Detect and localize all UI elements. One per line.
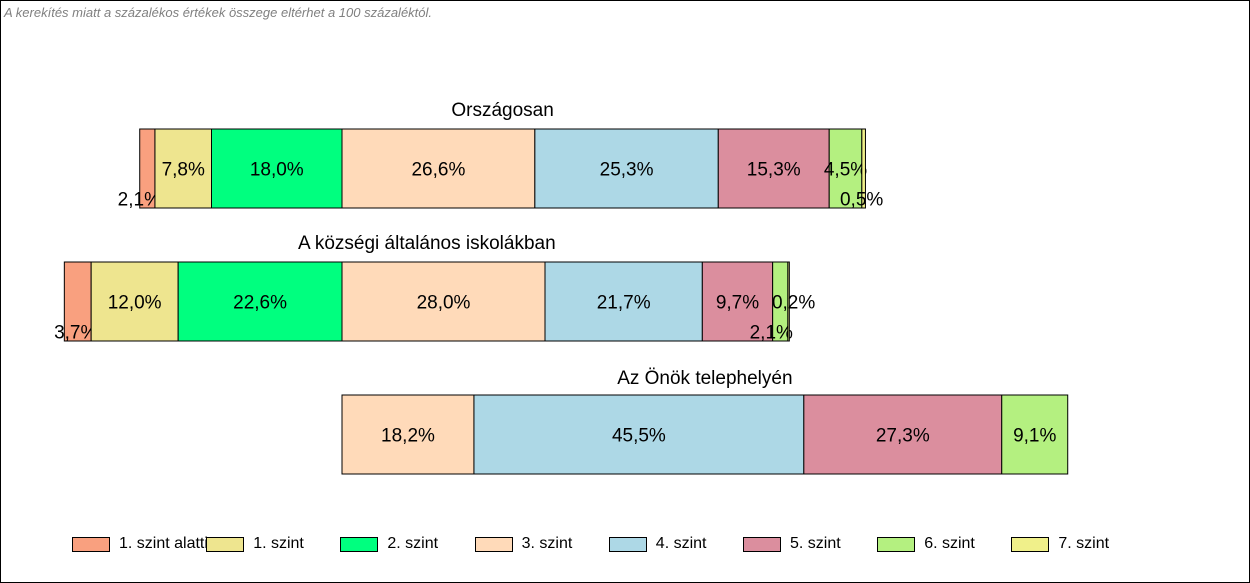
bar-segment	[861, 128, 866, 209]
data-label: 25,3%	[600, 160, 654, 181]
data-label: 26,6%	[411, 160, 465, 181]
data-label: 28,0%	[417, 293, 471, 314]
data-label: 27,3%	[876, 426, 930, 447]
group-title: A községi általános iskolákban	[298, 233, 556, 254]
legend-swatch	[340, 536, 379, 552]
data-label: 18,0%	[250, 160, 304, 181]
data-label: 22,6%	[233, 293, 287, 314]
data-label: 12,0%	[108, 293, 162, 314]
bar-segment	[63, 261, 92, 342]
legend-swatch	[206, 536, 245, 552]
data-label: 45,5%	[612, 426, 666, 447]
data-label: 7,8%	[162, 160, 205, 181]
legend-item: 1. szint	[206, 535, 304, 553]
bar-segment	[1001, 394, 1069, 475]
legend-label: 4. szint	[655, 535, 707, 552]
data-label: 21,7%	[597, 293, 651, 314]
bar-segment	[828, 128, 863, 209]
legend-item: 1. szint alatti	[72, 535, 208, 553]
legend-swatch	[1011, 536, 1050, 552]
legend-label: 7. szint	[1058, 535, 1110, 552]
legend-label: 1. szint alatti	[119, 535, 208, 552]
legend-item: 7. szint	[1011, 535, 1109, 553]
data-label: 2,1%	[750, 323, 793, 344]
group-title: Az Önök telephelyén	[617, 368, 792, 389]
legend-label: 6. szint	[924, 535, 975, 552]
bar-segment	[177, 261, 343, 342]
data-label: 18,2%	[381, 426, 435, 447]
legend-item: 6. szint	[877, 535, 975, 553]
data-label: 4,5%	[824, 160, 867, 181]
legend-label: 5. szint	[790, 535, 841, 552]
legend-swatch	[877, 536, 916, 552]
data-label: 15,3%	[747, 160, 801, 181]
bar-segment	[90, 261, 179, 342]
legend-label: 1. szint	[253, 535, 304, 552]
bar-segment	[787, 261, 790, 342]
bar-segment	[701, 261, 774, 342]
data-label: 9,1%	[1013, 426, 1056, 447]
legend-swatch	[608, 536, 647, 552]
data-label: 0,2%	[772, 293, 815, 314]
bar-segment	[717, 128, 830, 209]
legend-item: 4. szint	[608, 535, 707, 553]
legend-label: 2. szint	[387, 535, 439, 552]
data-label: 3,7%	[54, 323, 97, 344]
legend-swatch	[474, 536, 513, 552]
bar-segment	[341, 261, 546, 342]
bar-segment	[473, 394, 805, 475]
bar-segment	[154, 128, 212, 209]
group-title: Országosan	[451, 100, 553, 121]
legend-item: 5. szint	[743, 535, 841, 553]
legend-item: 2. szint	[340, 535, 438, 553]
data-label: 2,1%	[118, 190, 161, 211]
legend-swatch	[72, 536, 110, 552]
bar-segment	[211, 128, 343, 209]
bar-segment	[534, 128, 719, 209]
legend-label: 3. szint	[521, 535, 573, 552]
legend-item: 3. szint	[474, 535, 573, 553]
bar-segment	[544, 261, 703, 342]
legend-swatch	[743, 536, 781, 552]
rounding-note: A kerekítés miatt a százalékos értékek ö…	[4, 5, 433, 20]
data-label: 0,5%	[840, 190, 883, 211]
data-label: 9,7%	[716, 293, 759, 314]
bar-segment	[803, 394, 1003, 475]
bar-segment	[341, 394, 475, 475]
